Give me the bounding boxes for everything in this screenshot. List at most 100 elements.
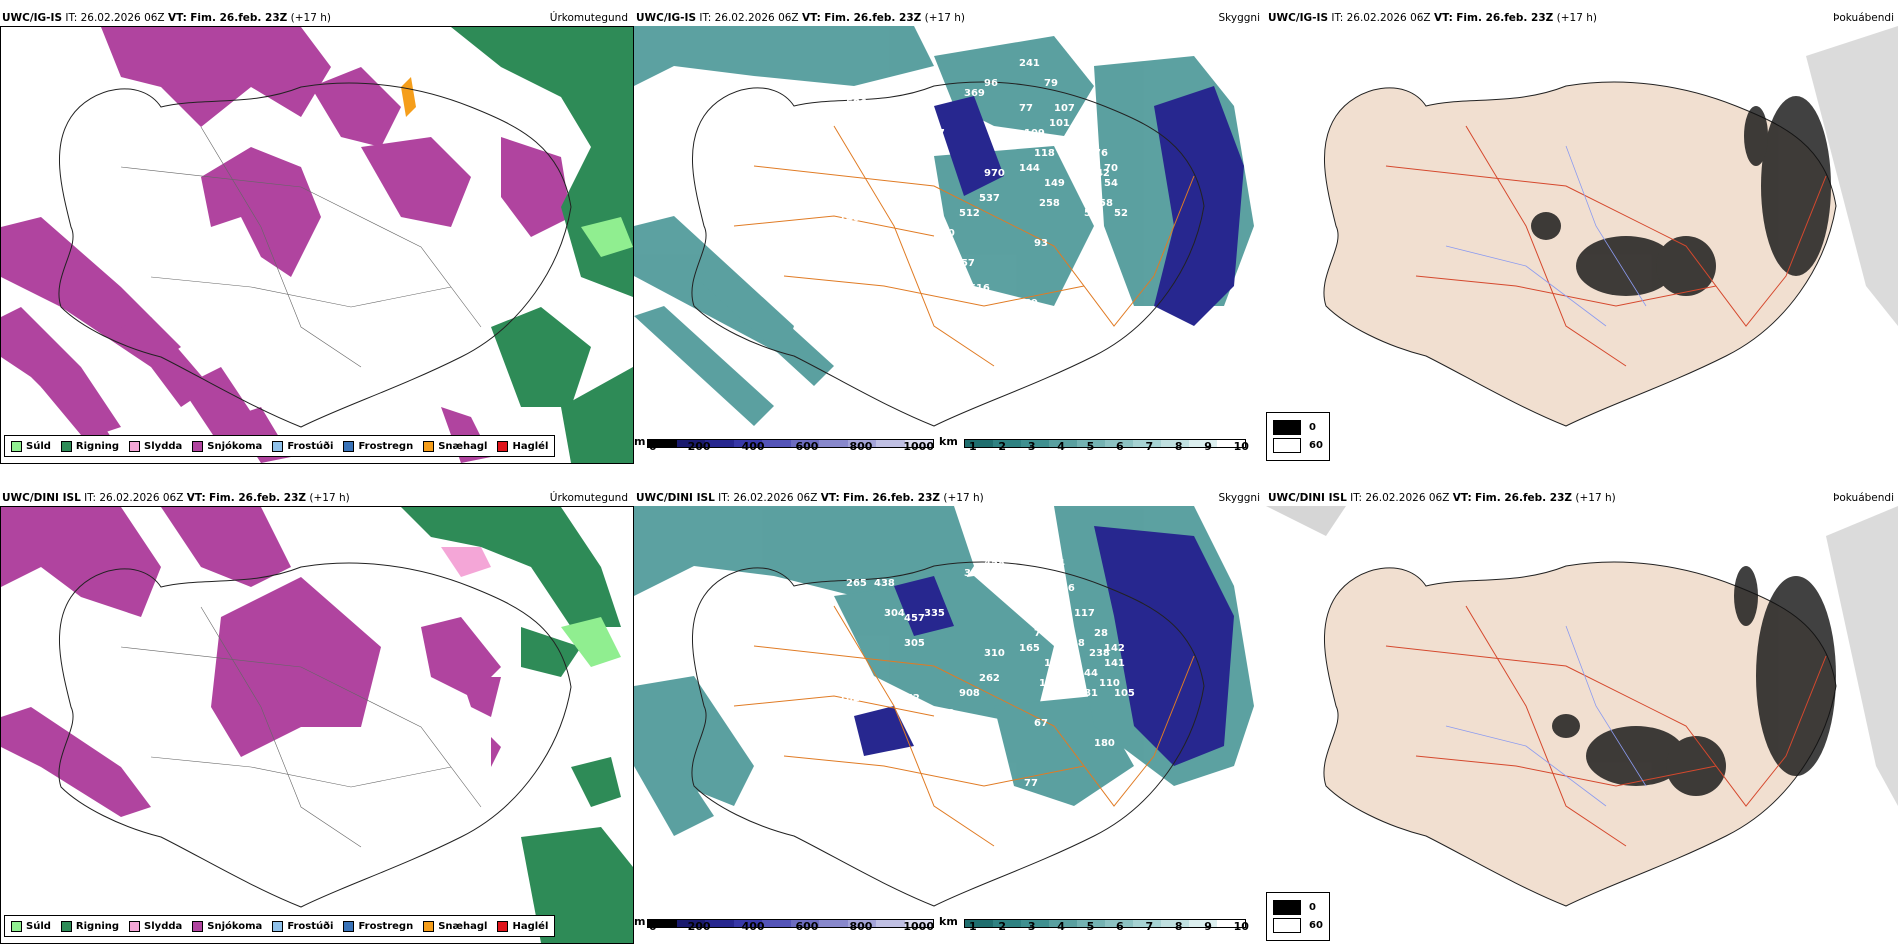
legend-label: Frostúði xyxy=(287,440,334,452)
colorbar-segment xyxy=(762,920,791,927)
legend-label: Haglél xyxy=(512,920,549,932)
colorbar-segment xyxy=(790,920,820,927)
cloud-base-label: 117 xyxy=(1074,608,1095,619)
cloud-base-label: 486 xyxy=(904,158,925,169)
legend-label: Snæhagl xyxy=(438,920,488,932)
colorbar-segment xyxy=(964,920,993,927)
fog-legend-bottom: 0 60 xyxy=(1266,892,1330,941)
colorbar-segment xyxy=(1132,440,1161,447)
legend-swatch xyxy=(129,920,141,932)
colorbar-tick: 10 xyxy=(1233,440,1249,453)
cloud-base-label: 142 xyxy=(1104,643,1125,654)
height-ticks: 0 200 400 600 800 1000 xyxy=(649,920,934,933)
cloud-base-label: 512 xyxy=(959,208,980,219)
height-colorbar: m xyxy=(634,915,935,928)
colorbar-segment xyxy=(1216,920,1245,927)
colorbar-segment xyxy=(1048,920,1077,927)
cloud-base-label: 146 xyxy=(839,213,860,224)
panel-title: Þokuábendi xyxy=(1833,492,1894,504)
cloud-base-label: 257 xyxy=(954,258,975,269)
colorbar-tick: 400 xyxy=(741,440,765,453)
colorbar-tick: 600 xyxy=(795,440,819,453)
fog-legend-label: 60 xyxy=(1309,920,1323,931)
legend-label: Rigning xyxy=(75,440,120,452)
precip-legend: Súld Rigning Slydda Snjókoma Frostúði Frostre… xyxy=(4,435,556,457)
legend-label: Snjókoma xyxy=(207,440,263,452)
legend-item: Rigning xyxy=(60,440,120,452)
cloud-base-label: 79 xyxy=(864,808,878,819)
colorbar-segment xyxy=(733,440,763,447)
cloud-base-label: 258 xyxy=(1039,198,1060,209)
cloud-base-label: 179 xyxy=(934,708,955,719)
cloud-base-label: 970 xyxy=(984,168,1005,179)
legend-label: Súld xyxy=(26,440,51,452)
cloud-base-label: 158 xyxy=(1039,678,1060,689)
colorbar-segment xyxy=(1076,920,1105,927)
cloud-base-label: 381 xyxy=(899,213,920,224)
fog-legend-item: 60 xyxy=(1273,918,1323,933)
colorbar-tick: 6 xyxy=(1116,440,1124,453)
cloud-base-label: 399 xyxy=(904,133,925,144)
cloud-base-label: 107 xyxy=(1054,103,1075,114)
cloud-base-label: 908 xyxy=(959,688,980,699)
cloud-base-label: 438 xyxy=(874,578,895,589)
colorbar-segment xyxy=(1188,920,1217,927)
cloud-base-label: 252 xyxy=(899,693,920,704)
height-ticks: 0 200 400 600 800 1000 xyxy=(649,440,934,453)
fog-legend-swatch xyxy=(1273,900,1301,915)
colorbar-segment xyxy=(819,440,848,447)
fog-legend-label: 0 xyxy=(1309,902,1316,913)
legend-swatch xyxy=(343,920,355,932)
colorbar-segment xyxy=(1104,920,1133,927)
colorbar-segment xyxy=(1160,440,1189,447)
legend-label: Frostúði xyxy=(287,920,334,932)
cloud-base-label: 69 xyxy=(1024,298,1038,309)
visibility-ticks: 1 2 3 4 5 6 7 8 9 10 xyxy=(969,920,1249,933)
colorbar-segment xyxy=(876,440,905,447)
cloud-base-label: 280 xyxy=(884,128,905,139)
colorbar-segment xyxy=(1020,920,1049,927)
cloud-base-label: 77 xyxy=(1024,778,1038,789)
cloud-base-label: 85 xyxy=(994,793,1008,804)
legend-swatch xyxy=(497,440,509,452)
fog-legend-item: 0 xyxy=(1273,900,1323,915)
panel-header: UWC/DINI ISL IT: 26.02.2026 06Z VT: Fim.… xyxy=(1268,492,1616,504)
cloud-base-label: 180 xyxy=(1094,738,1115,749)
cloud-base-label: 304 xyxy=(884,608,905,619)
cloud-base-label: 142 xyxy=(1089,168,1110,179)
panel-title: Skyggni xyxy=(1218,492,1261,504)
cloud-base-label: 81 xyxy=(1084,688,1098,699)
height-colorbar-strip xyxy=(647,919,935,928)
fog-legend-swatch xyxy=(1273,438,1301,453)
cloud-base-label: 335 xyxy=(924,608,945,619)
precip-panel-top: UWC/IG-IS IT: 26.02.2026 06Z VT: Fim. 26… xyxy=(0,10,634,465)
cloud-base-label: 58 xyxy=(1099,198,1113,209)
cloud-base-label: 165 xyxy=(1019,643,1040,654)
visibility-colorbar: km xyxy=(939,435,1246,448)
cloud-base-label: 52 xyxy=(1114,208,1128,219)
legend-item: Frostregn xyxy=(343,440,413,452)
cloud-base-label: 76 xyxy=(1094,148,1108,159)
cloud-base-label: 257 xyxy=(944,753,965,764)
visibility-ticks: 1 2 3 4 5 6 7 8 9 10 xyxy=(969,440,1249,453)
cloud-base-label: 295 xyxy=(954,738,975,749)
cloud-base-label: 306 xyxy=(964,568,985,579)
legend-item: Slydda xyxy=(129,440,183,452)
cloud-base-label: 28 xyxy=(1094,628,1108,639)
legend-label: Rigning xyxy=(75,920,120,932)
legend-swatch xyxy=(343,440,355,452)
legend-label: Slydda xyxy=(144,440,183,452)
colorbar-segment xyxy=(964,440,993,447)
cloud-base-label: 89 xyxy=(884,848,898,859)
fog-legend-label: 0 xyxy=(1309,422,1316,433)
colorbar-tick: 1000 xyxy=(903,440,934,453)
precip-panel-bottom: UWC/DINI ISL IT: 26.02.2026 06Z VT: Fim.… xyxy=(0,490,634,945)
colorbar-tick: 200 xyxy=(687,440,711,453)
legend-item: Frostregn xyxy=(343,920,413,932)
colorbar-tick: 9 xyxy=(1204,440,1212,453)
cloud-base-label: 87 xyxy=(1074,128,1088,139)
panel-header: UWC/IG-IS IT: 26.02.2026 06Z VT: Fim. 26… xyxy=(2,12,331,24)
legend-swatch xyxy=(129,440,141,452)
cloud-panel-top: UWC/IG-IS IT: 26.02.2026 06Z VT: Fim. 26… xyxy=(634,10,1266,465)
colorbar-segment xyxy=(1160,920,1189,927)
